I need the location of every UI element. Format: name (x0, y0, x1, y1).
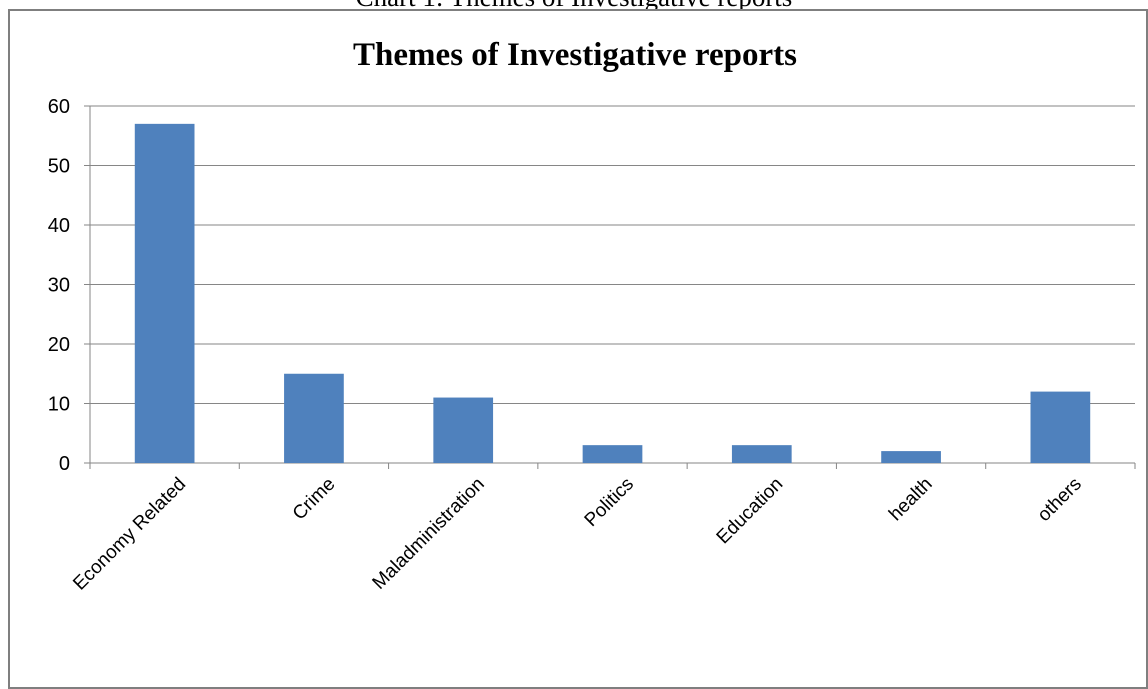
bar (284, 373, 344, 463)
y-tick-label: 10 (48, 394, 70, 416)
chart-frame (8, 9, 1148, 689)
x-category-label: Economy Related (69, 474, 190, 595)
x-category-label: Maladministration (369, 474, 489, 594)
axes (84, 105, 1136, 469)
bars (134, 123, 1091, 463)
y-tick-label: 40 (48, 215, 70, 237)
y-tick-label: 20 (48, 334, 70, 356)
y-tick-label: 50 (48, 156, 70, 178)
x-category-label: Crime (289, 474, 340, 525)
y-tick-label: 0 (59, 453, 70, 475)
axis-labels: 0 10 20 30 40 50 60 Economy Related Crime Maladmi… (48, 96, 1086, 595)
x-category-label: others (1034, 474, 1086, 526)
bar (881, 451, 941, 463)
y-tick-label: 30 (48, 275, 70, 297)
x-category-label: Politics (581, 474, 638, 531)
bar (134, 123, 195, 463)
bar (433, 397, 494, 463)
chart-title: Themes of Investigative reports (353, 37, 797, 73)
bar (582, 445, 643, 463)
bar (1030, 391, 1091, 463)
y-tick-label: 60 (48, 96, 70, 118)
gridlines (90, 105, 1135, 404)
bar-chart: Themes of Investigative reports 0 10 20 30 4… (48, 37, 1136, 595)
x-category-label: health (885, 474, 936, 525)
x-category-label: Education (713, 474, 788, 549)
bar (731, 445, 792, 463)
